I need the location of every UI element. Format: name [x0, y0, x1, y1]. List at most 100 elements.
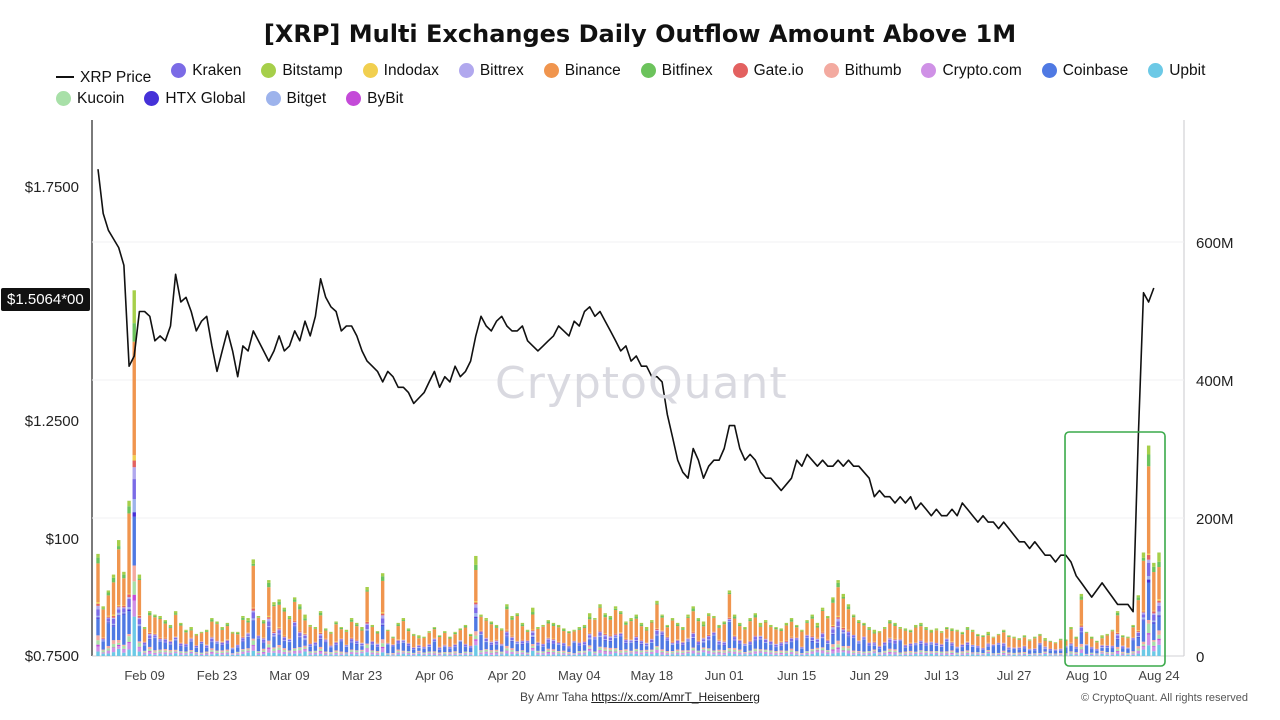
- outflow-bar-segment: [670, 654, 675, 656]
- outflow-bar-segment: [251, 565, 255, 608]
- outflow-bar-segment: [753, 640, 758, 642]
- outflow-bar-segment: [836, 652, 840, 656]
- outflow-bar-segment: [194, 654, 199, 656]
- outflow-bar-segment: [841, 646, 845, 648]
- outflow-bar-segment: [236, 631, 240, 633]
- outflow-bar-segment: [681, 654, 685, 656]
- outflow-bar-segment: [546, 639, 550, 642]
- outflow-bar-segment: [1115, 615, 1120, 633]
- outflow-bar-segment: [142, 650, 147, 652]
- legend-item[interactable]: Bithumb: [823, 60, 901, 81]
- outflow-bar-segment: [391, 646, 395, 654]
- legend-item[interactable]: Bitstamp: [261, 60, 343, 81]
- outflow-bar-segment: [805, 621, 809, 623]
- outflow-bar-segment: [743, 643, 747, 645]
- legend-item[interactable]: Crypto.com: [921, 60, 1022, 81]
- outflow-bar-segment: [758, 638, 763, 640]
- outflow-bar-segment: [1058, 639, 1063, 641]
- outflow-bar-segment: [587, 648, 592, 650]
- outflow-bar-segment: [463, 626, 468, 628]
- outflow-bar-segment: [769, 640, 773, 642]
- legend-item[interactable]: Gate.io: [732, 60, 804, 81]
- outflow-bar-segment: [950, 628, 954, 630]
- outflow-bar-segment: [287, 652, 292, 654]
- legend-item[interactable]: Binance: [543, 60, 621, 81]
- outflow-bar-segment: [292, 622, 297, 626]
- legend-item[interactable]: Bitget: [265, 88, 326, 109]
- legend-item[interactable]: Indodax: [362, 60, 439, 81]
- outflow-bar-segment: [800, 630, 804, 632]
- credit-link[interactable]: https://x.com/AmrT_Heisenberg: [591, 690, 760, 704]
- legend-item[interactable]: XRP Price: [56, 67, 151, 88]
- outflow-bar-segment: [784, 624, 789, 626]
- outflow-bar-segment: [929, 631, 933, 633]
- legend-item[interactable]: Upbit: [1148, 60, 1205, 81]
- outflow-bar-segment: [303, 620, 307, 634]
- outflow-bar-segment: [996, 654, 1001, 656]
- outflow-bar-segment: [261, 623, 266, 638]
- outflow-bar-segment: [474, 555, 478, 565]
- outflow-bar-segment: [261, 648, 266, 651]
- outflow-bar-segment: [210, 618, 214, 620]
- outflow-bar-segment: [551, 624, 556, 626]
- legend-item[interactable]: ByBit: [346, 88, 403, 109]
- outflow-bar-segment: [246, 635, 250, 638]
- outflow-bar-segment: [789, 636, 794, 638]
- outflow-bar-segment: [707, 613, 711, 616]
- legend-item[interactable]: Bitfinex: [640, 60, 713, 81]
- outflow-bar-segment: [127, 633, 131, 637]
- outflow-bar-segment: [1022, 652, 1027, 654]
- outflow-bar-segment: [173, 614, 178, 637]
- outflow-bar-segment: [836, 648, 840, 653]
- left-axis-tick: $1.2500: [25, 413, 79, 430]
- outflow-bar-segment: [349, 650, 354, 652]
- outflow-bar-segment: [267, 582, 271, 588]
- outflow-bar-segment: [914, 651, 918, 653]
- outflow-bar-segment: [831, 627, 835, 630]
- outflow-bar-segment: [893, 654, 897, 656]
- outflow-bar-segment: [349, 638, 354, 640]
- outflow-bar-segment: [122, 612, 126, 614]
- outflow-bar-segment: [1121, 636, 1125, 638]
- outflow-bar-segment: [541, 651, 545, 652]
- legend-item[interactable]: Bittrex: [458, 60, 524, 81]
- outflow-bar-segment: [1053, 649, 1058, 651]
- outflow-bar-segment: [846, 637, 851, 646]
- outflow-bar-segment: [836, 647, 840, 649]
- legend-item[interactable]: Kraken: [171, 60, 241, 81]
- outflow-bar-segment: [753, 639, 758, 641]
- outflow-bar-segment: [950, 650, 954, 652]
- legend-item[interactable]: HTX Global: [144, 88, 246, 109]
- outflow-bar-segment: [587, 639, 592, 640]
- outflow-bar-segment: [380, 639, 385, 644]
- outflow-bar-segment: [562, 642, 566, 644]
- outflow-bar-segment: [603, 640, 607, 648]
- outflow-bar-segment: [215, 621, 219, 624]
- outflow-bar-segment: [1121, 648, 1125, 652]
- outflow-bar-segment: [536, 650, 540, 652]
- outflow-bar-segment: [675, 642, 680, 644]
- legend-item[interactable]: Kucoin: [56, 88, 124, 109]
- outflow-bar-segment: [520, 640, 525, 641]
- outflow-bar-segment: [168, 654, 173, 656]
- outflow-bar-segment: [1131, 654, 1135, 656]
- outflow-bar-segment: [795, 640, 799, 652]
- outflow-bar-segment: [800, 629, 804, 631]
- legend-item[interactable]: Coinbase: [1041, 60, 1128, 81]
- outflow-bar-segment: [96, 609, 100, 616]
- outflow-bar-segment: [153, 634, 157, 636]
- outflow-bar-segment: [546, 623, 550, 638]
- outflow-bar-segment: [613, 652, 618, 654]
- outflow-bar-segment: [670, 644, 675, 652]
- outflow-bar-segment: [826, 650, 830, 653]
- outflow-bar-segment: [173, 611, 178, 614]
- outflow-bar-segment: [1007, 648, 1011, 650]
- outflow-bar-segment: [308, 624, 312, 627]
- outflow-bar-segment: [277, 604, 281, 628]
- outflow-bar-segment: [468, 633, 473, 635]
- outflow-bar-segment: [406, 646, 411, 652]
- outflow-bar-segment: [1007, 649, 1011, 653]
- outflow-bar-segment: [417, 653, 421, 656]
- outflow-bar-segment: [417, 645, 421, 646]
- outflow-bar-segment: [117, 645, 121, 647]
